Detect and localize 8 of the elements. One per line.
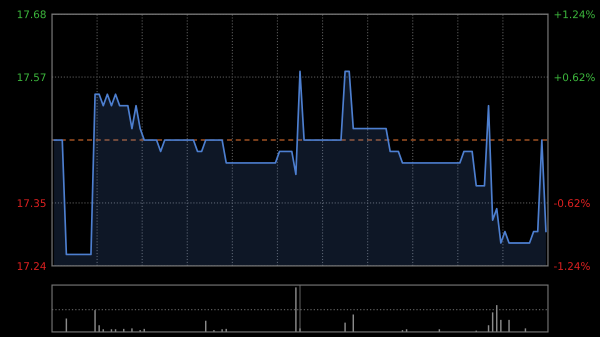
y-tick-label: 17.68 xyxy=(18,10,46,18)
y-tick-label: 17.57 xyxy=(18,73,46,82)
y2-tick-label: +1.24% xyxy=(554,10,595,18)
y2-tick-label: -0.62% xyxy=(554,199,590,208)
y-tick-label: 17.35 xyxy=(18,199,46,208)
y2-tick-label: +0.62% xyxy=(554,73,595,82)
y-tick-label: 17.24 xyxy=(18,262,46,270)
y2-tick-label: -1.24% xyxy=(554,262,590,270)
